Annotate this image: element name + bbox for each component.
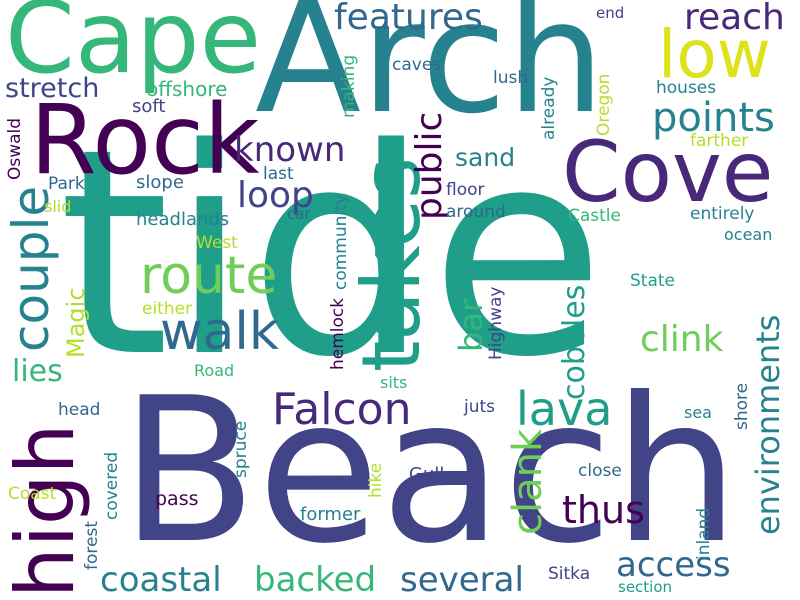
word-pass: pass bbox=[155, 488, 199, 510]
word-slid: slid bbox=[44, 197, 72, 216]
word-highway: Highway bbox=[486, 286, 506, 360]
word-forest: forest bbox=[82, 521, 102, 570]
word-cobbles: cobbles bbox=[557, 284, 592, 400]
word-reach: reach bbox=[684, 0, 785, 38]
word-soft: soft bbox=[132, 96, 166, 117]
word-shore: shore bbox=[732, 382, 752, 430]
word-rock: Rock bbox=[30, 84, 260, 196]
word-ocean: ocean bbox=[724, 225, 773, 244]
word-cove: Cove bbox=[562, 123, 774, 221]
word-lush: lush bbox=[493, 68, 529, 88]
word-coastal: coastal bbox=[100, 560, 222, 600]
word-backed: backed bbox=[254, 560, 377, 600]
word-thus: thus bbox=[562, 488, 645, 532]
word-walk: walk bbox=[160, 302, 279, 362]
word-close: close bbox=[578, 461, 622, 481]
word-entirely: entirely bbox=[690, 204, 755, 224]
word-lies: lies bbox=[12, 354, 63, 389]
word-oswald: Oswald bbox=[5, 117, 25, 180]
word-known: known bbox=[234, 130, 346, 170]
word-either: either bbox=[142, 299, 193, 319]
word-west: West bbox=[196, 233, 238, 253]
word-juts: juts bbox=[464, 397, 496, 417]
word-end: end bbox=[596, 4, 625, 22]
word-former: former bbox=[300, 504, 361, 525]
word-route: route bbox=[140, 246, 278, 306]
word-cape: Cape bbox=[5, 0, 262, 96]
word-bar: bar bbox=[452, 298, 490, 352]
word-state: State bbox=[630, 271, 675, 291]
word-clank: clank bbox=[505, 428, 551, 535]
word-beach: Beach bbox=[120, 355, 740, 588]
word-making: making bbox=[339, 54, 359, 118]
word-last: last bbox=[263, 164, 294, 184]
word-clink: clink bbox=[640, 319, 724, 360]
word-hike: hike bbox=[366, 462, 386, 498]
word-falcon: Falcon bbox=[272, 384, 412, 435]
word-environments: environments bbox=[749, 314, 787, 535]
word-oregon: Oregon bbox=[594, 73, 614, 136]
word-spruce: spruce bbox=[231, 420, 251, 478]
word-road: Road bbox=[194, 361, 235, 380]
word-points: points bbox=[652, 95, 775, 141]
word-loop: loop bbox=[237, 175, 314, 216]
word-magic: Magic bbox=[62, 287, 90, 358]
word-headlands: headlands bbox=[136, 209, 230, 230]
word-floor: floor bbox=[446, 180, 485, 200]
word-gull: Gull bbox=[409, 464, 445, 485]
word-high: high bbox=[0, 423, 92, 598]
word-castle: Castle bbox=[568, 206, 621, 226]
word-park: Park bbox=[48, 174, 85, 194]
word-coast: Coast bbox=[8, 484, 57, 504]
word-stretch: stretch bbox=[5, 73, 100, 104]
word-sitka: Sitka bbox=[548, 564, 591, 584]
word-inland: inland bbox=[694, 507, 714, 560]
word-around: around bbox=[446, 202, 506, 222]
word-hemlock: hemlock bbox=[328, 297, 348, 370]
word-sand: sand bbox=[455, 143, 516, 172]
word-tide: tide bbox=[58, 88, 606, 420]
word-low: low bbox=[658, 16, 771, 93]
word-offshore: offshore bbox=[146, 77, 228, 101]
word-head: head bbox=[58, 400, 101, 420]
word-sits: sits bbox=[380, 373, 408, 392]
word-lava: lava bbox=[516, 382, 613, 436]
word-covered: covered bbox=[102, 451, 122, 520]
word-farther: farther bbox=[690, 131, 749, 151]
word-community: community bbox=[331, 194, 351, 290]
word-already: already bbox=[539, 76, 559, 140]
word-features: features bbox=[334, 0, 483, 38]
word-several: several bbox=[400, 560, 524, 600]
word-public: public bbox=[409, 111, 450, 220]
word-section: section bbox=[618, 578, 673, 596]
word-sea: sea bbox=[684, 403, 712, 422]
word-arch: Arch bbox=[255, 0, 605, 148]
word-car: car bbox=[287, 205, 311, 223]
word-slope: slope bbox=[136, 172, 184, 193]
word-access: access bbox=[616, 545, 731, 585]
word-houses: houses bbox=[656, 78, 717, 98]
word-caves: caves bbox=[392, 55, 442, 75]
